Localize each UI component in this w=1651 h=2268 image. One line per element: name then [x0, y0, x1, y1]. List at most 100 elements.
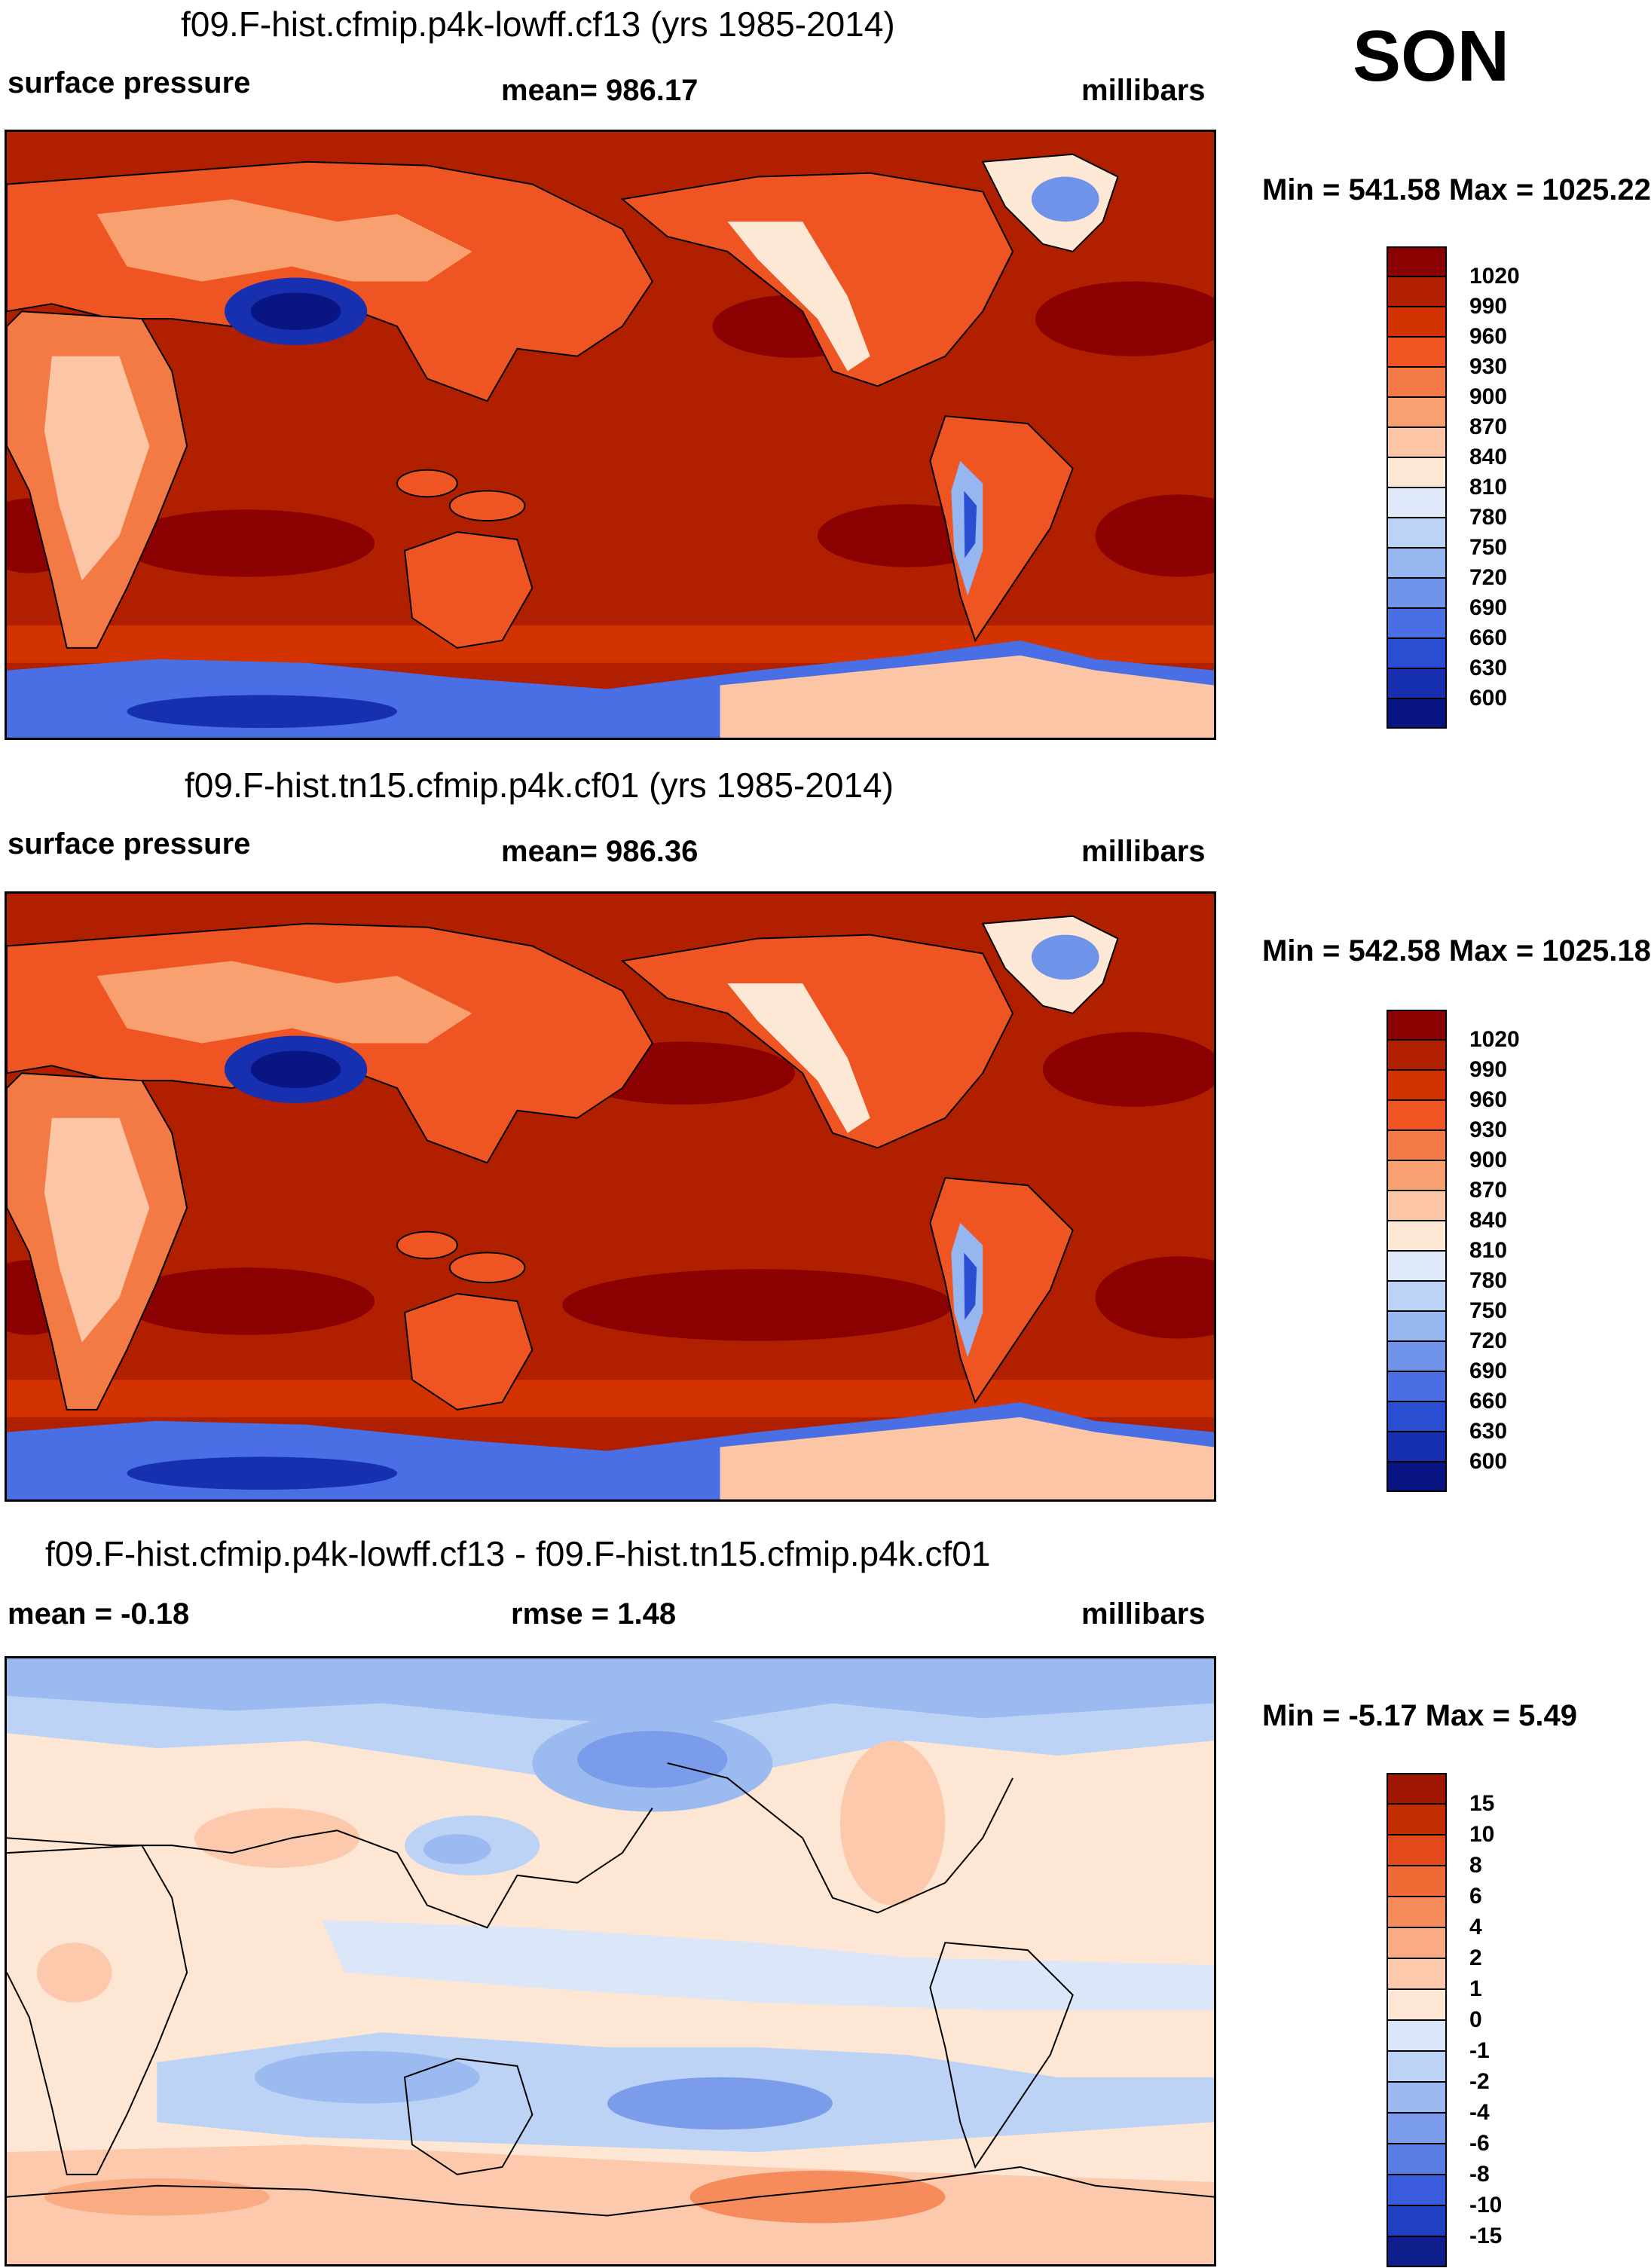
- colorbar-tick: 10: [1469, 1822, 1495, 1847]
- colorbar-tick: -6: [1469, 2131, 1490, 2156]
- andes-core: [964, 1252, 977, 1320]
- africa-positive: [36, 1942, 112, 2003]
- colorbar-tick: -1: [1469, 2038, 1490, 2063]
- panel3-colorbar: [1387, 1773, 1447, 2267]
- colorbar-swatch: [1387, 1311, 1447, 1341]
- south-pacific-high: [562, 1269, 953, 1341]
- panel3-title: f09.F-hist.cfmip.p4k-lowff.cf13 - f09.F-…: [45, 1534, 991, 1573]
- colorbar-tick: 6: [1469, 1884, 1482, 1909]
- panel1-mean-label: mean= 986.17: [501, 74, 699, 107]
- tropical-negative: [322, 1920, 1214, 2010]
- colorbar-tick: 600: [1469, 1449, 1508, 1474]
- colorbar-tick: 8: [1469, 1853, 1482, 1878]
- colorbar-swatch: [1387, 1958, 1447, 1989]
- eurasia-highlands: [96, 961, 472, 1044]
- tibet-plateau-core: [250, 292, 341, 331]
- colorbar-swatch: [1387, 1462, 1447, 1492]
- colorbar-tick: 900: [1469, 384, 1508, 409]
- colorbar-swatch: [1387, 1160, 1447, 1191]
- panel1-map-svg: [7, 132, 1214, 738]
- north-pacific-low-core: [577, 1731, 728, 1788]
- colorbar-swatch: [1387, 1010, 1447, 1040]
- colorbar-swatch: [1387, 2051, 1447, 2082]
- south-atlantic-high: [1095, 1256, 1214, 1339]
- panel1-map: [5, 130, 1216, 740]
- panel2-minmax-label: Min = 542.58 Max = 1025.18: [1262, 934, 1651, 967]
- panel2-title: f09.F-hist.tn15.cfmip.p4k.cf01 (yrs 1985…: [185, 766, 894, 805]
- colorbar-swatch: [1387, 1341, 1447, 1371]
- colorbar-tick: 660: [1469, 1389, 1508, 1414]
- new-guinea: [448, 1252, 526, 1284]
- colorbar-tick: -10: [1469, 2193, 1503, 2218]
- colorbar-swatch: [1387, 578, 1447, 608]
- colorbar-swatch: [1387, 457, 1447, 488]
- colorbar-swatch: [1387, 1371, 1447, 1401]
- panel1-title: f09.F-hist.cfmip.p4k-lowff.cf13 (yrs 198…: [181, 5, 895, 44]
- colorbar-swatch: [1387, 1281, 1447, 1311]
- colorbar-swatch: [1387, 427, 1447, 457]
- indian-ocean-low: [254, 2051, 480, 2104]
- colorbar-tick: 990: [1469, 1057, 1508, 1082]
- colorbar-swatch: [1387, 1040, 1447, 1070]
- colorbar-swatch: [1387, 1070, 1447, 1100]
- greenland-ice: [1031, 176, 1099, 222]
- colorbar-tick: 660: [1469, 625, 1508, 650]
- colorbar-tick: 15: [1469, 1791, 1495, 1816]
- colorbar-tick: 870: [1469, 1178, 1508, 1203]
- colorbar-swatch: [1387, 2175, 1447, 2205]
- colorbar-swatch: [1387, 397, 1447, 427]
- panel3-units-label: millibars: [1081, 1597, 1206, 1631]
- colorbar-tick: -2: [1469, 2069, 1490, 2094]
- colorbar-tick: 960: [1469, 1087, 1508, 1112]
- colorbar-tick: 1: [1469, 1976, 1482, 2001]
- colorbar-tick: 1020: [1469, 264, 1520, 289]
- colorbar-swatch: [1387, 2205, 1447, 2236]
- colorbar-tick: 690: [1469, 595, 1508, 620]
- colorbar-swatch: [1387, 1130, 1447, 1160]
- colorbar-tick: 720: [1469, 565, 1508, 590]
- colorbar-swatch: [1387, 1191, 1447, 1221]
- east-antarctic-positive: [44, 2178, 270, 2216]
- panel2-colorbar: [1387, 1010, 1447, 1492]
- eurasia-highlands: [96, 199, 472, 282]
- indian-ocean-high: [119, 509, 375, 577]
- panel1-minmax-label: Min = 541.58 Max = 1025.22: [1262, 173, 1651, 206]
- greenland-ice: [1031, 934, 1099, 980]
- colorbar-swatch: [1387, 608, 1447, 638]
- colorbar-tick: -4: [1469, 2100, 1490, 2125]
- colorbar-tick: 870: [1469, 414, 1508, 439]
- colorbar-swatch: [1387, 698, 1447, 729]
- colorbar-tick: 840: [1469, 445, 1508, 469]
- colorbar-swatch: [1387, 1432, 1447, 1462]
- australia-coastline: [403, 2058, 534, 2175]
- colorbar-tick: 750: [1469, 1298, 1508, 1323]
- south-pacific-low: [607, 2077, 833, 2130]
- colorbar-tick: 1020: [1469, 1027, 1520, 1052]
- north-america-positive: [839, 1741, 946, 1906]
- colorbar-tick: 930: [1469, 354, 1508, 379]
- maritime-continent: [396, 469, 458, 498]
- africa-highlands: [44, 356, 150, 581]
- africa-coastline: [7, 1845, 188, 2175]
- south-america-coastline: [929, 1942, 1074, 2169]
- colorbar-swatch: [1387, 337, 1447, 367]
- antarctica-coastline: [7, 2166, 1214, 2217]
- andes-core: [964, 491, 977, 558]
- season-label: SON: [1353, 16, 1510, 96]
- colorbar-swatch: [1387, 1804, 1447, 1835]
- colorbar-swatch: [1387, 1221, 1447, 1251]
- colorbar-swatch: [1387, 246, 1447, 277]
- rockies: [727, 222, 870, 371]
- colorbar-tick: 600: [1469, 686, 1508, 711]
- colorbar-tick: 810: [1469, 475, 1508, 500]
- indian-ocean-high: [119, 1267, 375, 1335]
- colorbar-swatch: [1387, 1773, 1447, 1804]
- colorbar-swatch: [1387, 2082, 1447, 2113]
- colorbar-swatch: [1387, 1835, 1447, 1866]
- panel2-map: [5, 891, 1216, 1502]
- colorbar-tick: 780: [1469, 1268, 1508, 1293]
- colorbar-swatch: [1387, 518, 1447, 548]
- colorbar-tick: 630: [1469, 1419, 1508, 1444]
- colorbar-swatch: [1387, 548, 1447, 578]
- north-atlantic-high: [1035, 281, 1214, 356]
